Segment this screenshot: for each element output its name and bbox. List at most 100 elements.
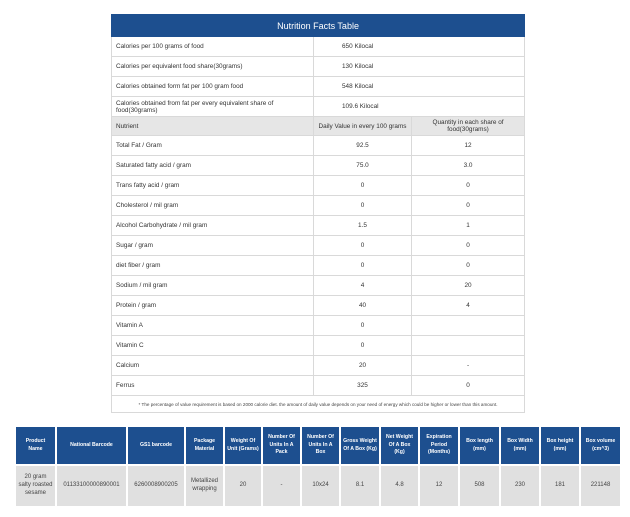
product-cell: 181	[539, 464, 581, 508]
product-cell: 8.1	[339, 464, 381, 508]
nutrient-name: Total Fat / Gram	[111, 135, 314, 156]
calorie-value: 650 Kilocal	[312, 36, 526, 57]
nutrient-daily-value: 325	[313, 375, 412, 396]
nutrient-share-value: 0	[410, 235, 526, 256]
product-column-header: Package Material	[184, 425, 225, 466]
nutrient-share-value: 3.0	[410, 155, 526, 176]
nutrient-name: Cholesterol / mil gram	[111, 195, 314, 216]
calorie-row: Calories per 100 grams of food 650 Kiloca…	[111, 36, 526, 57]
nutrient-row: Trans fatty acid / gram 0 0	[111, 175, 526, 196]
header-share-quantity: Quantity in each share of food(30grams)	[410, 116, 526, 136]
calorie-value: 109.6 Kilocal	[312, 96, 526, 117]
nutrient-daily-value: 1.5	[313, 215, 412, 236]
product-column-header: Weight Of Unit (Grams)	[223, 425, 263, 466]
nutrient-daily-value: 0	[313, 315, 412, 336]
nutrient-row: Cholesterol / mil gram 0 0	[111, 195, 526, 216]
product-column-header: Box volume (cm^3)	[579, 425, 622, 466]
calorie-value: 130 Kilocal	[312, 56, 526, 77]
product-cell: 508	[458, 464, 501, 508]
product-column-header: Box length (mm)	[458, 425, 501, 466]
nutrient-share-value	[410, 335, 526, 356]
product-column-header: Number Of Units In A Box	[300, 425, 341, 466]
product-cell: 6260008900205	[126, 464, 186, 508]
nutrient-name: diet fiber / gram	[111, 255, 314, 276]
product-cell: Metallized wrapping	[184, 464, 225, 508]
nutrient-share-value: 0	[410, 375, 526, 396]
nutrient-share-value: 20	[410, 275, 526, 296]
product-column-header: Expiration Period (Months)	[418, 425, 460, 466]
product-cell: 230	[499, 464, 541, 508]
footnote-row: * The percentage of value requirement is…	[110, 395, 526, 413]
nutrient-row: Calcium 20-	[111, 355, 526, 376]
nutrition-facts-table: Nutrition Facts Table Calories per 100 g…	[110, 14, 526, 413]
product-column-header: Box height (mm)	[539, 425, 581, 466]
nutrient-daily-value: 4	[313, 275, 412, 296]
nutrient-name: Alcohol Carbohydrate / mil gram	[111, 215, 314, 236]
nutrient-row: Sugar / gram 0 0	[111, 235, 526, 256]
nutrient-daily-value: 40	[313, 295, 412, 316]
calorie-label: Calories per equivalent food share(30gra…	[111, 56, 314, 77]
product-specs-table: Product Name National Barcode GS1 barcode P…	[14, 425, 622, 508]
nutrient-row: diet fiber / gram 0 0	[111, 255, 526, 276]
calorie-value: 548 Kilocal	[312, 76, 526, 97]
nutrient-daily-value: 75.0	[313, 155, 412, 176]
product-column-header: GS1 barcode	[126, 425, 186, 466]
calorie-row: Calories obtained form fat per 100 gram …	[111, 76, 526, 97]
nutrient-share-value: 1	[410, 215, 526, 236]
nutrient-name: Protein / gram	[111, 295, 314, 316]
product-column-header: Gross Weight Of A Box (Kg)	[339, 425, 381, 466]
nutrient-row: Total Fat / Gram 92.5 12	[111, 135, 526, 156]
calorie-label: Calories obtained from fat per every equ…	[111, 96, 314, 117]
product-cell: 12	[418, 464, 460, 508]
nutrient-share-value: 12	[410, 135, 526, 156]
product-column-header: Product Name	[14, 425, 57, 466]
nutrient-daily-value: 92.5	[313, 135, 412, 156]
product-cell: 10x24	[300, 464, 341, 508]
nutrient-share-value: 0	[410, 255, 526, 276]
nutrient-row: Sodium / mil gram 4 20	[111, 275, 526, 296]
calorie-row: Calories per equivalent food share(30gra…	[111, 56, 526, 77]
nutrient-share-value: 4	[410, 295, 526, 316]
nutrient-name: Vitamin C	[111, 335, 314, 356]
nutrient-share-value: -	[410, 355, 526, 376]
product-data-row: 20 gram salty roasted sesame 011331000008…	[14, 464, 622, 508]
product-column-header: National Barcode	[55, 425, 128, 466]
product-cell: 20	[223, 464, 263, 508]
nutrient-daily-value: 0	[313, 195, 412, 216]
product-column-header: Number Of Units In A Pack	[261, 425, 302, 466]
calorie-label: Calories per 100 grams of food	[111, 36, 314, 57]
nutrient-row: Alcohol Carbohydrate / mil gram 1.5 1	[111, 215, 526, 236]
nutrient-row: Ferrus 325 0	[111, 375, 526, 396]
footnote: * The percentage of value requirement is…	[110, 395, 526, 413]
nutrient-share-value: 0	[410, 195, 526, 216]
header-daily-value: Daily Value in every 100 grams	[313, 116, 412, 136]
calorie-row: Calories obtained from fat per every equ…	[111, 96, 526, 117]
product-cell: 4.8	[379, 464, 420, 508]
product-cell: 20 gram salty roasted sesame	[14, 464, 57, 508]
nutrient-name: Trans fatty acid / gram	[111, 175, 314, 196]
nutrient-name: Sugar / gram	[111, 235, 314, 256]
product-cell: 01133100000890001	[55, 464, 128, 508]
nutrient-row: Protein / gram 40 4	[111, 295, 526, 316]
nutrient-daily-value: 20	[313, 355, 412, 376]
header-nutrient: Nutrient	[111, 116, 314, 136]
nutrient-daily-value: 0	[313, 235, 412, 256]
nutrient-name: Ferrus	[111, 375, 314, 396]
product-column-header: Net Weight Of A Box (Kg)	[379, 425, 420, 466]
nutrition-table-title: Nutrition Facts Table	[110, 14, 526, 37]
nutrient-daily-value: 0	[313, 335, 412, 356]
nutrient-name: Calcium	[111, 355, 314, 376]
nutrient-name: Vitamin A	[111, 315, 314, 336]
product-header-row: Product Name National Barcode GS1 barcode P…	[14, 425, 622, 466]
product-cell: -	[261, 464, 302, 508]
nutrient-share-value	[410, 315, 526, 336]
nutrient-daily-value: 0	[313, 255, 412, 276]
nutrient-header-row: Nutrient Daily Value in every 100 grams Qu…	[111, 116, 526, 136]
nutrient-daily-value: 0	[313, 175, 412, 196]
nutrient-share-value: 0	[410, 175, 526, 196]
nutrient-row: Saturated fatty acid / gram 75.0 3.0	[111, 155, 526, 176]
calorie-label: Calories obtained form fat per 100 gram …	[111, 76, 314, 97]
product-column-header: Box Width (mm)	[499, 425, 541, 466]
